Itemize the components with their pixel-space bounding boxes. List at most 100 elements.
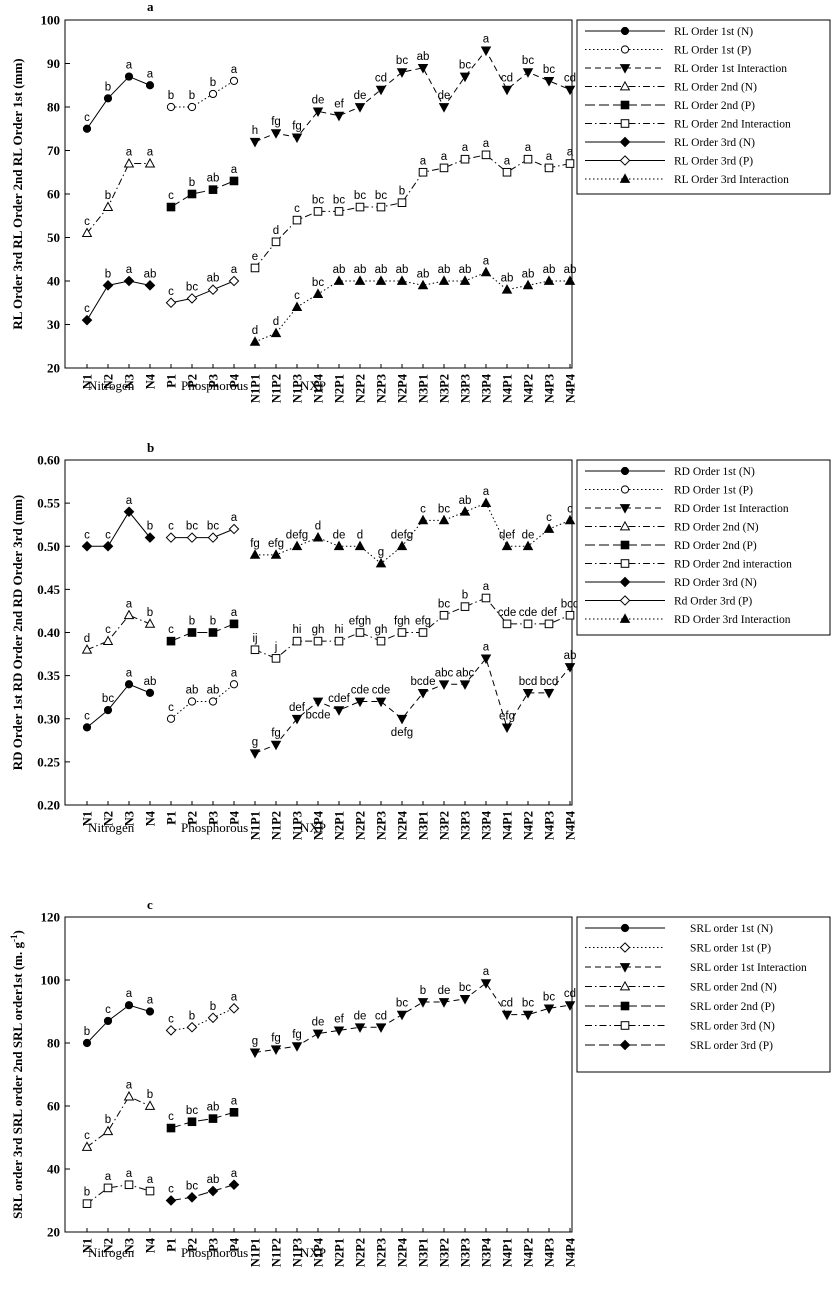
x-tick-label: N4P2: [522, 1238, 536, 1267]
data-point: [124, 1001, 134, 1010]
data-label: a: [231, 991, 238, 1003]
data-point: [81, 1141, 93, 1151]
series-3: c b a b: [81, 1080, 156, 1151]
data-label: bc: [396, 998, 408, 1010]
data-label: c: [84, 216, 90, 228]
data-label: de: [312, 94, 325, 106]
legend-marker: [619, 942, 631, 953]
legend-entry: SRL order 2nd (N): [690, 982, 777, 994]
data-label: c: [567, 503, 573, 515]
data-point: [417, 279, 429, 290]
data-label: b: [210, 77, 216, 89]
x-tick-label: P3: [207, 374, 221, 388]
data-label: efg: [415, 616, 431, 628]
data-label: ab: [207, 1174, 220, 1186]
series-line: [170, 1184, 235, 1201]
data-point: [522, 1010, 534, 1021]
data-point: [480, 266, 492, 277]
data-point: [208, 697, 218, 706]
data-point: [82, 1199, 92, 1208]
series-line: [86, 1095, 151, 1148]
x-tick-label: P3: [207, 1238, 221, 1252]
data-label: bc: [186, 1105, 198, 1117]
data-point: [438, 998, 450, 1008]
data-point: [543, 688, 555, 699]
legend-marker: [619, 520, 631, 531]
data-label: fg: [292, 120, 302, 132]
series-4: c b b a: [166, 607, 239, 646]
data-point: [312, 107, 324, 117]
data-label: a: [147, 147, 154, 159]
data-point: [207, 1185, 219, 1197]
x-tick-label: N4P3: [543, 374, 557, 403]
x-tick-label: N4: [144, 1237, 158, 1253]
data-point: [249, 137, 261, 148]
data-label: de: [522, 529, 535, 541]
legend-entry: RL Order 3rd (P): [674, 156, 753, 168]
data-label: c: [420, 503, 426, 515]
data-label: a: [126, 147, 133, 159]
data-point: [229, 619, 239, 629]
data-point: [229, 76, 239, 86]
data-label: efg: [268, 538, 284, 550]
y-tick-label: 0.20: [37, 798, 60, 813]
series-line: [171, 528, 235, 539]
data-point: [102, 635, 114, 646]
y-tick-label: 60: [47, 1099, 60, 1114]
data-label: bcde: [411, 676, 436, 688]
legend-entry: SRL order 3rd (P): [690, 1040, 773, 1052]
legend-entry: RD Order 1st Interaction: [674, 503, 789, 515]
data-label: bc: [438, 598, 450, 610]
legend-marker: [619, 576, 631, 588]
data-label: cdef: [328, 693, 351, 705]
x-tick-label: N3: [123, 374, 137, 389]
series-1: b b b a: [166, 64, 239, 112]
data-label: cd: [501, 73, 513, 85]
data-point: [102, 540, 114, 552]
legend-box: [576, 916, 831, 1073]
data-point: [81, 540, 93, 552]
legend-marker: [619, 980, 631, 991]
series-7: c bc bca: [165, 512, 240, 543]
data-label: bc: [312, 277, 324, 289]
data-point: [312, 531, 324, 542]
data-label: abc: [435, 667, 454, 679]
data-point: [501, 85, 513, 96]
data-point: [291, 133, 303, 144]
data-label: a: [483, 966, 490, 978]
data-label: efg: [499, 710, 515, 722]
y-tick-label: 0.55: [37, 496, 60, 511]
legend-entry: SRL order 1st (N): [690, 923, 773, 935]
data-point: [543, 1004, 555, 1014]
x-tick-label: P2: [186, 811, 200, 825]
data-point: [165, 1025, 177, 1036]
data-point: [145, 1007, 155, 1016]
legend-entry: RL Order 2nd Interaction: [674, 119, 791, 131]
x-tick-label: N1P3: [291, 1238, 305, 1267]
data-point: [459, 995, 471, 1005]
data-label: ab: [501, 273, 514, 285]
data-point: [292, 215, 302, 225]
data-point: [544, 619, 554, 629]
legend-entry: SRL order 3rd (N): [690, 1021, 775, 1033]
group-label: Phosphorous: [181, 1245, 248, 1260]
x-tick-label: N2P4: [396, 1237, 410, 1267]
legend-entry: Rd Order 3rd (P): [674, 596, 752, 608]
data-point: [522, 279, 534, 290]
data-label: b: [399, 186, 405, 198]
data-label: def: [289, 702, 306, 714]
x-tick-label: P1: [165, 1238, 179, 1252]
data-label: a: [483, 138, 490, 150]
y-tick-label: 120: [41, 910, 61, 925]
legend-entry: RD Order 2nd (N): [674, 522, 759, 534]
series-3: d c a b: [81, 598, 156, 654]
data-label: a: [126, 1168, 133, 1180]
x-tick-label: N3P2: [438, 811, 452, 840]
data-label: cde: [519, 607, 538, 619]
series-1: cab aba: [166, 667, 239, 723]
legend-marker: [619, 80, 631, 91]
data-point: [480, 46, 492, 57]
data-point: [186, 1021, 198, 1033]
